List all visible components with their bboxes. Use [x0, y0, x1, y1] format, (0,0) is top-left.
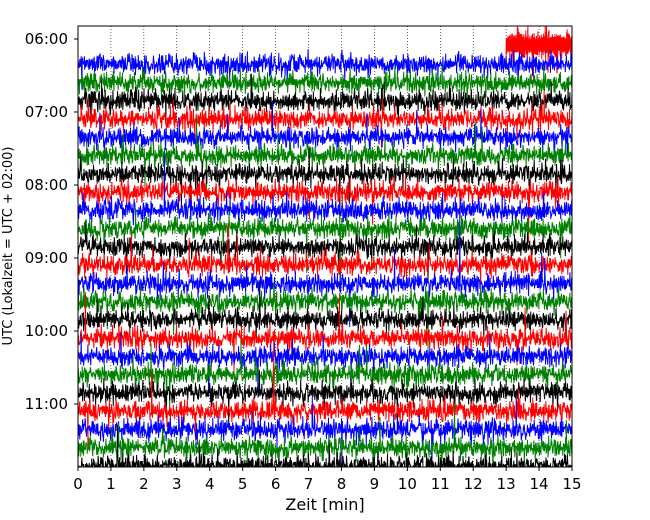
- y-tick-label: 07:00: [25, 103, 68, 121]
- trace-line: [78, 90, 572, 148]
- trace-line: [78, 223, 572, 286]
- trace-line: [78, 331, 572, 448]
- trace-line: [78, 174, 572, 243]
- y-tick-label: 09:00: [25, 249, 68, 267]
- trace-line: [78, 340, 572, 414]
- y-tick-label: 08:00: [25, 176, 68, 194]
- y-tick-label: 11:00: [25, 395, 68, 413]
- trace-line: [78, 282, 572, 351]
- seismic-traces: [78, 26, 572, 467]
- trace-line: [78, 280, 572, 344]
- trace-line: [78, 208, 572, 283]
- trace-line: [78, 369, 572, 434]
- trace-line: [78, 49, 572, 90]
- x-tick-label: 12: [464, 475, 483, 493]
- x-tick-label: 5: [238, 475, 248, 493]
- x-tick-label: 4: [205, 475, 215, 493]
- y-tick-label: 10:00: [25, 322, 68, 340]
- y-axis-label: UTC (Lokalzeit = UTC + 02:00): [1, 147, 16, 346]
- x-axis-label: Zeit [min]: [285, 495, 364, 514]
- trace-line: [505, 26, 572, 84]
- plot-frame: [77, 25, 573, 468]
- trace-line: [78, 100, 572, 159]
- trace-line: [78, 148, 572, 222]
- trace-line: [78, 403, 572, 467]
- trace-line: [78, 116, 572, 201]
- x-tick-label: 3: [172, 475, 182, 493]
- trace-line: [78, 152, 572, 226]
- x-tick-label: 11: [431, 475, 450, 493]
- y-tick-label: 06:00: [25, 30, 68, 48]
- trace-line: [78, 425, 572, 467]
- x-tick-label: 0: [73, 475, 83, 493]
- x-axis: 0 1 2 3 4 5 6 7 8 9 10 11 12 13 14 15: [73, 467, 582, 493]
- x-tick-label: 15: [562, 475, 581, 493]
- x-tick-label: 1: [106, 475, 116, 493]
- x-tick-label: 9: [370, 475, 380, 493]
- trace-line: [78, 333, 572, 398]
- x-tick-label: 14: [530, 475, 549, 493]
- trace-line: [78, 73, 572, 124]
- trace-line: [78, 395, 572, 467]
- x-tick-label: 13: [497, 475, 516, 493]
- x-tick-label: 10: [398, 475, 417, 493]
- trace-line: [78, 65, 572, 105]
- x-tick-label: 6: [271, 475, 281, 493]
- x-tick-label: 2: [139, 475, 149, 493]
- trace-line: [78, 220, 572, 284]
- trace-line: [78, 206, 572, 328]
- x-tick-label: 7: [304, 475, 314, 493]
- x-tick-label: 8: [337, 475, 347, 493]
- y-axis: 06:00 07:00 08:00 09:00 10:00 11:00: [25, 30, 78, 413]
